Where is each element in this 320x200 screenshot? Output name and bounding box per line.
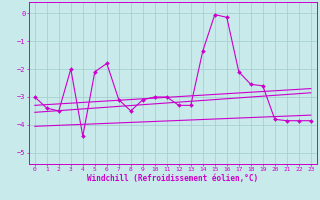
X-axis label: Windchill (Refroidissement éolien,°C): Windchill (Refroidissement éolien,°C) <box>87 174 258 183</box>
